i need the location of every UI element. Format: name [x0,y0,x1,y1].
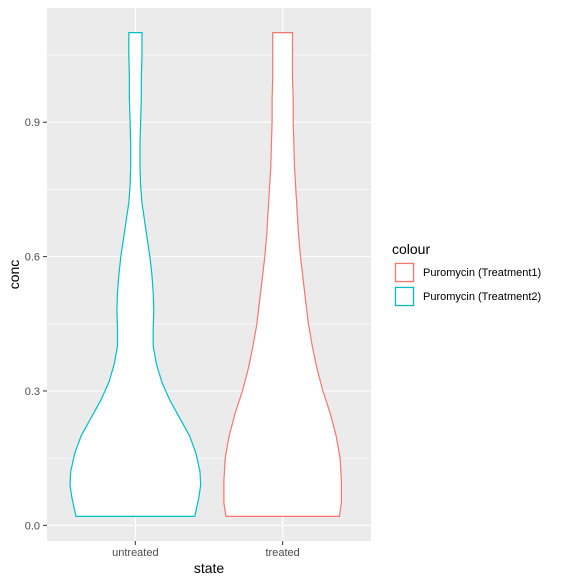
legend-label: Puromycin (Treatment2) [423,291,541,303]
y-axis: 0.0 0.3 0.6 0.9 [25,117,47,532]
y-axis-title: conc [6,260,22,290]
x-axis: untreated treated [112,541,300,559]
y-tick-label: 0.6 [25,252,40,264]
legend-label: Puromycin (Treatment1) [423,267,541,279]
legend-key [394,286,415,307]
x-tick-label: untreated [112,547,158,559]
y-tick-label: 0.9 [25,117,40,129]
legend-key [394,262,415,283]
violin-untreated [69,32,202,517]
legend: colour Puromycin (Treatment1) Puromycin (… [392,241,541,307]
x-tick-label: treated [266,547,300,559]
legend-title: colour [392,241,430,257]
y-tick-label: 0.3 [25,386,40,398]
violins [69,32,342,517]
x-axis-title: state [194,560,225,576]
violin-treated [223,32,342,517]
y-tick-label: 0.0 [25,520,40,532]
